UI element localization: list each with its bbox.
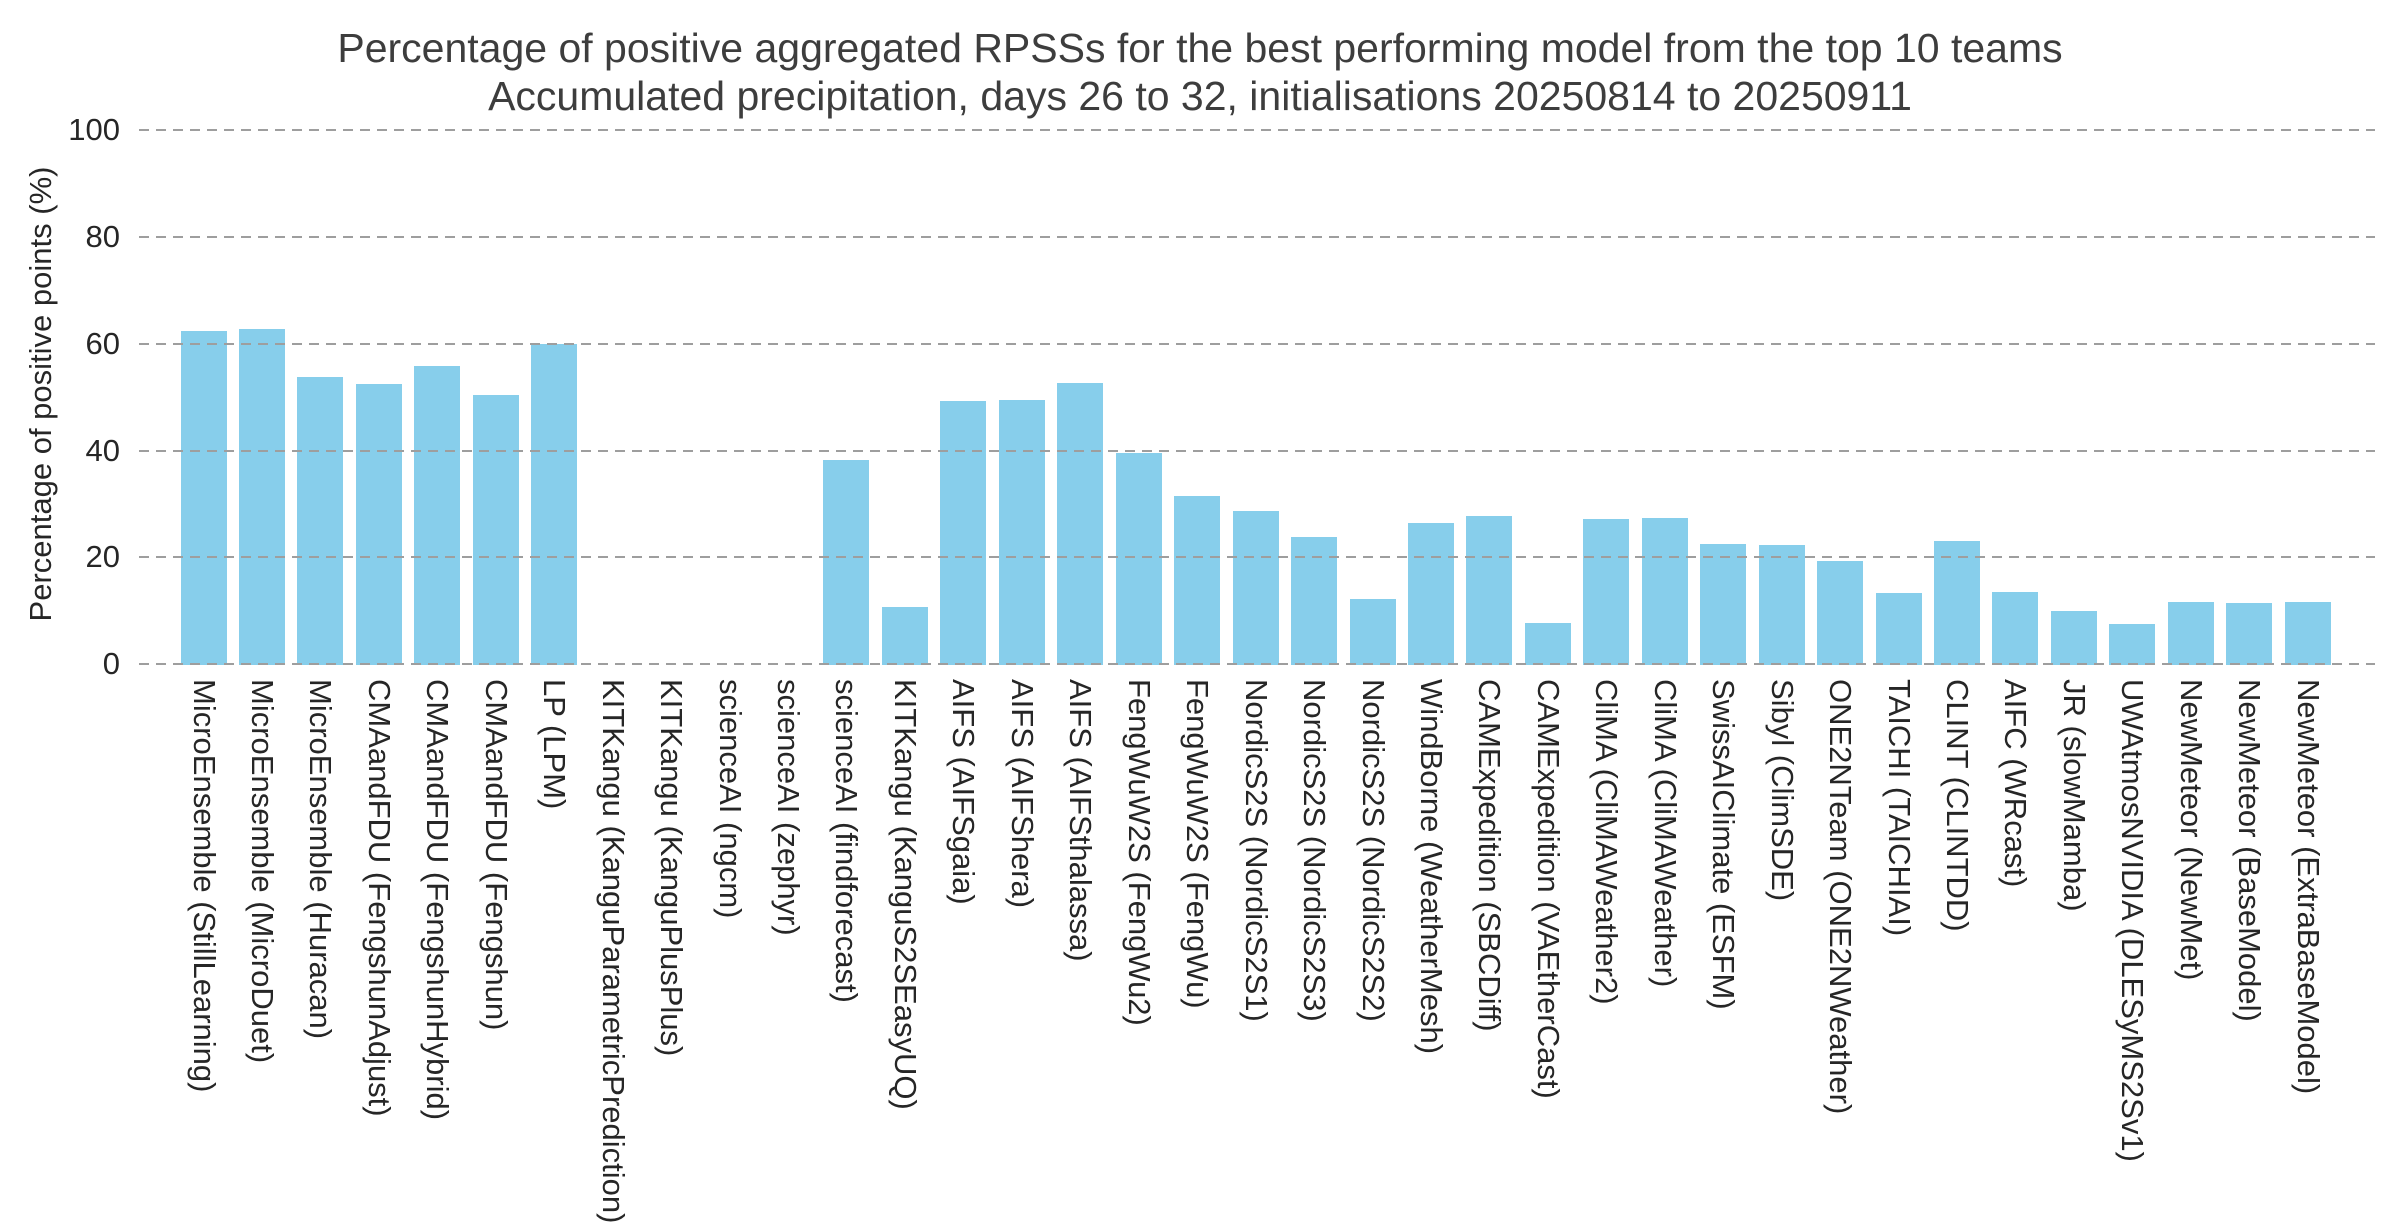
x-tick-label: LP (LPM) xyxy=(537,679,573,810)
x-tick-label: NewMeteor (ExtraBaseModel) xyxy=(2290,679,2326,1095)
bar xyxy=(1466,516,1513,665)
x-tick-label: MicroEnsemble (StillLearning) xyxy=(186,679,222,1093)
bar xyxy=(1934,541,1980,665)
bar xyxy=(1349,599,1396,665)
x-tick-label: NordicS2S (NordicS2S2) xyxy=(1355,679,1391,1022)
bar xyxy=(355,384,402,665)
x-tick-label: SwissAIClimate (ESFM) xyxy=(1706,679,1742,1010)
x-tick-label: CMAandFDU (FengshunHybrid) xyxy=(420,679,456,1121)
chart-subtitle: Accumulated precipitation, days 26 to 32… xyxy=(488,73,1912,119)
chart-title: Percentage of positive aggregated RPSSs … xyxy=(337,25,2063,71)
bar xyxy=(2284,602,2331,665)
bar xyxy=(1174,496,1221,665)
y-tick-label: 80 xyxy=(85,219,120,254)
x-tick-label: CAMExpedition (SBCDiff) xyxy=(1472,679,1508,1032)
bar xyxy=(1641,518,1688,665)
bar xyxy=(1992,592,2039,665)
x-tick-label: FengWuW2S (FengWu2) xyxy=(1121,679,1157,1026)
x-tick-label: KITKangu (KanguS2SEasyUQ) xyxy=(887,679,923,1110)
x-tick-label: scienceAI (findforecast) xyxy=(829,679,865,1003)
x-tick-label: FengWuW2S (FengWu) xyxy=(1180,679,1216,1009)
gridline xyxy=(139,556,2375,558)
y-axis-title: Percentage of positive points (%) xyxy=(23,166,58,622)
x-tick-label: scienceAI (ngcm) xyxy=(712,679,748,919)
bar xyxy=(1817,561,1864,665)
x-tick-label: NordicS2S (NordicS2S3) xyxy=(1297,679,1333,1022)
x-tick-label: ONE2NTeam (ONE2NWeather) xyxy=(1823,679,1859,1115)
x-tick-label: AIFC (WRcast) xyxy=(1998,679,2034,888)
x-tick-label: KITKangu (KanguParametricPrediction) xyxy=(595,679,631,1223)
gridline xyxy=(139,450,2375,452)
bar xyxy=(1758,545,1805,665)
y-tick-label: 20 xyxy=(85,539,120,574)
x-tick-label: NewMeteor (BaseModel) xyxy=(2232,679,2268,1022)
bar xyxy=(2226,603,2273,665)
bar xyxy=(998,400,1045,665)
bar xyxy=(1524,623,1571,665)
gridline xyxy=(139,236,2375,238)
bar xyxy=(1291,537,1338,665)
x-tick-label: AIFS (AIFShera) xyxy=(1004,679,1040,909)
x-tick-label: UWAtmosNVIDIA (DLESyMS2Sv1) xyxy=(2115,679,2151,1162)
x-tick-label: AIFS (AIFSgaia) xyxy=(946,679,982,905)
x-tick-label: CAMExpedition (VAEtherCast) xyxy=(1530,679,1566,1099)
x-tick-label: KITKangu (KanguPlusPlus) xyxy=(654,679,690,1057)
bar xyxy=(531,344,578,665)
x-tick-label: CliMA (CliMAWeather) xyxy=(1647,679,1683,988)
bar xyxy=(472,395,519,665)
y-tick-label: 100 xyxy=(68,112,120,147)
x-tick-label: CliMA (CliMAWeather2) xyxy=(1589,679,1625,1005)
x-tick-label: scienceAI (zephyr) xyxy=(771,679,806,936)
bar xyxy=(823,460,870,665)
gridline xyxy=(139,343,2375,345)
x-tick-label: TAICHI (TAICHIAI) xyxy=(1881,679,1917,937)
x-tick-label: NordicS2S (NordicS2S1) xyxy=(1238,679,1274,1022)
x-tick-label: AIFS (AIFSthalassa) xyxy=(1063,679,1099,962)
bar xyxy=(238,329,285,665)
bar xyxy=(1407,523,1454,665)
bar xyxy=(2050,611,2097,665)
bar xyxy=(940,401,987,665)
bar xyxy=(180,331,227,665)
x-tick-label: CMAandFDU (Fengshun) xyxy=(478,679,514,1031)
bar xyxy=(1232,511,1279,665)
gridline xyxy=(139,663,2375,665)
bar xyxy=(297,377,344,665)
bar xyxy=(1057,383,1104,665)
bar xyxy=(881,607,928,665)
y-tick-label: 60 xyxy=(85,326,120,361)
x-tick-label: MicroEnsemble (MicroDuet) xyxy=(244,679,280,1064)
bar xyxy=(1700,544,1747,665)
gridline xyxy=(139,129,2375,131)
y-tick-label: 0 xyxy=(102,646,120,681)
bar xyxy=(2167,602,2214,665)
x-tick-label: Sibyl (ClimSDE) xyxy=(1764,679,1800,902)
bar xyxy=(2109,624,2156,665)
bar xyxy=(1115,453,1162,665)
bar xyxy=(1583,519,1630,665)
x-tick-label: MicroEnsemble (Huracan) xyxy=(303,679,339,1040)
bar xyxy=(414,366,461,665)
x-tick-label: CMAandFDU (FengshunAdjust) xyxy=(361,679,397,1117)
x-tick-label: NewMeteor (NewMet) xyxy=(2173,679,2209,981)
x-tick-label: WindBorne (WeatherMesh) xyxy=(1413,679,1449,1055)
bar xyxy=(1875,593,1922,665)
x-tick-label: CLINT (CLINTDD) xyxy=(1940,679,1975,932)
y-tick-label: 40 xyxy=(85,433,120,468)
x-tick-label: JR (slowMamba) xyxy=(2056,679,2092,912)
